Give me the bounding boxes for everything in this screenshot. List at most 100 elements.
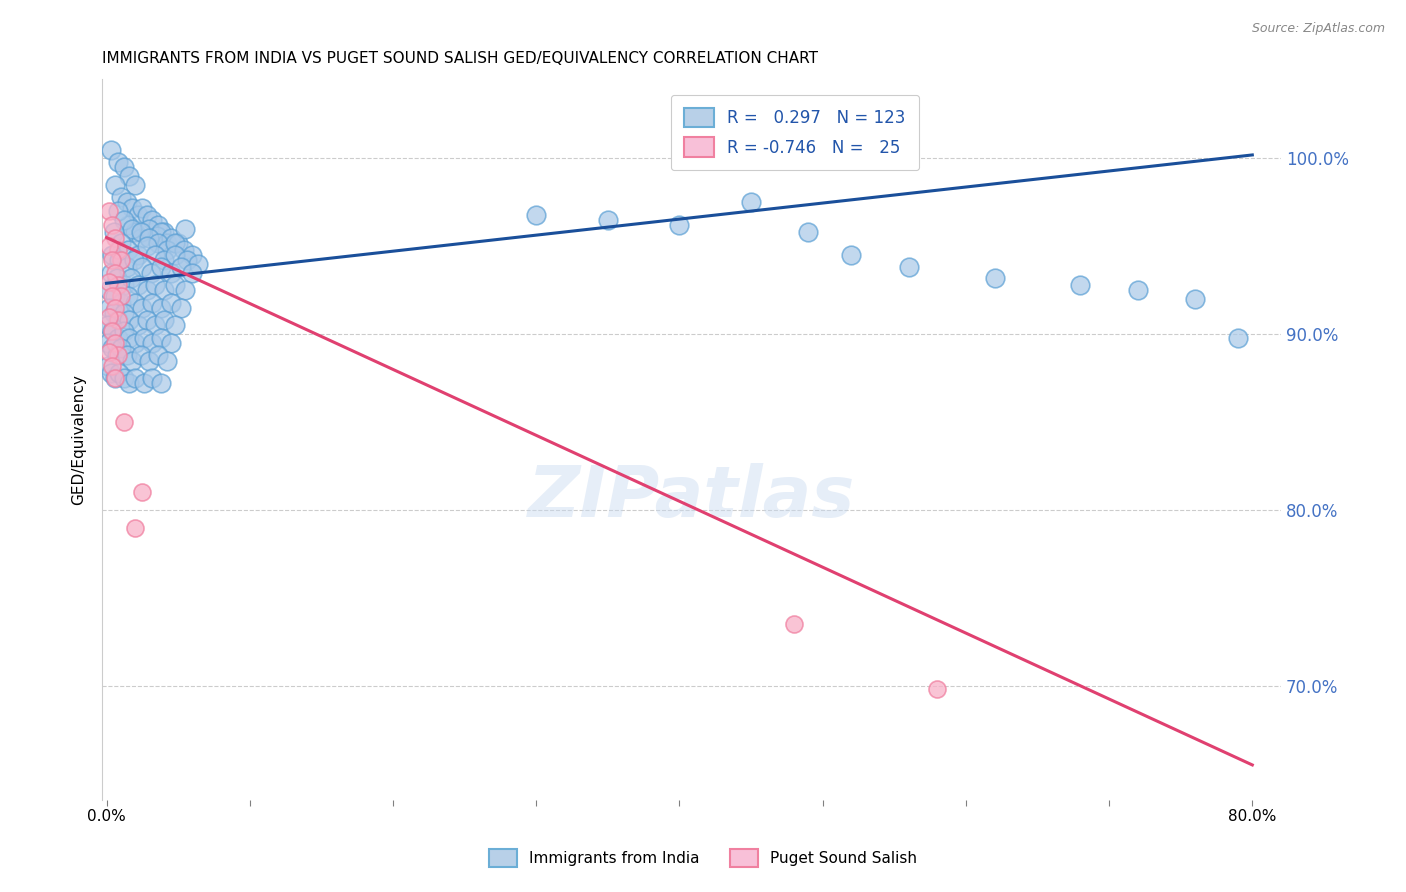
Point [115,348,138,362]
Point [839,248,862,262]
Point [104,178,127,192]
Point [160,230,183,244]
Point [105,348,128,362]
Point [98,204,121,219]
Point [141,371,163,385]
Point [131,201,153,215]
Point [145,228,167,243]
Point [1069,278,1091,293]
Point [107,313,129,327]
Point [101,341,124,355]
Point [98,275,121,289]
Point [143,318,166,333]
Point [107,331,129,345]
Point [101,288,124,302]
Point [118,331,141,345]
Point [668,219,690,233]
Point [165,235,187,250]
Point [112,278,135,293]
Point [103,306,125,320]
Point [107,313,129,327]
Point [110,253,132,268]
Point [139,266,162,280]
Point [98,310,121,324]
Point [120,271,142,285]
Point [107,243,129,257]
Point [160,266,183,280]
Point [98,344,121,359]
Point [124,521,146,535]
Point [174,221,197,235]
Point [121,201,143,215]
Point [132,331,155,345]
Point [143,278,166,293]
Point [105,271,128,285]
Point [187,257,209,271]
Legend: Immigrants from India, Puget Sound Salish: Immigrants from India, Puget Sound Salis… [478,838,928,877]
Point [124,295,146,310]
Point [167,235,190,250]
Point [129,230,152,244]
Point [98,283,121,297]
Point [98,301,121,315]
Point [131,301,153,315]
Point [104,230,127,244]
Point [107,204,129,219]
Point [127,208,149,222]
Point [101,359,124,373]
Point [104,288,127,302]
Point [127,248,149,262]
Point [97,318,120,333]
Point [129,348,152,362]
Point [101,324,124,338]
Point [101,248,124,262]
Point [156,235,179,250]
Point [174,283,197,297]
Point [135,313,157,327]
Point [129,225,152,239]
Point [740,195,762,210]
Point [107,348,129,362]
Point [149,376,172,391]
Point [100,366,122,380]
Point [112,160,135,174]
Point [156,353,179,368]
Point [112,324,135,338]
Point [138,353,160,368]
Point [121,353,143,368]
Point [127,278,149,293]
Point [117,243,139,257]
Point [1184,292,1206,306]
Point [115,195,138,210]
Point [121,221,143,235]
Point [149,301,172,315]
Point [146,219,169,233]
Point [783,617,806,632]
Point [124,336,146,351]
Point [100,143,122,157]
Point [165,248,187,262]
Point [165,318,187,333]
Point [1227,331,1250,345]
Point [108,253,131,268]
Point [101,324,124,338]
Point [107,278,129,293]
Point [110,190,132,204]
Point [146,348,169,362]
Point [112,415,135,429]
Point [132,376,155,391]
Point [983,271,1005,285]
Point [149,225,172,239]
Point [100,266,122,280]
Point [141,295,163,310]
Point [104,266,127,280]
Point [141,213,163,227]
Point [108,366,131,380]
Point [156,243,179,257]
Point [101,253,124,268]
Point [897,260,920,275]
Point [153,253,176,268]
Point [110,341,132,355]
Point [112,213,135,227]
Point [104,336,127,351]
